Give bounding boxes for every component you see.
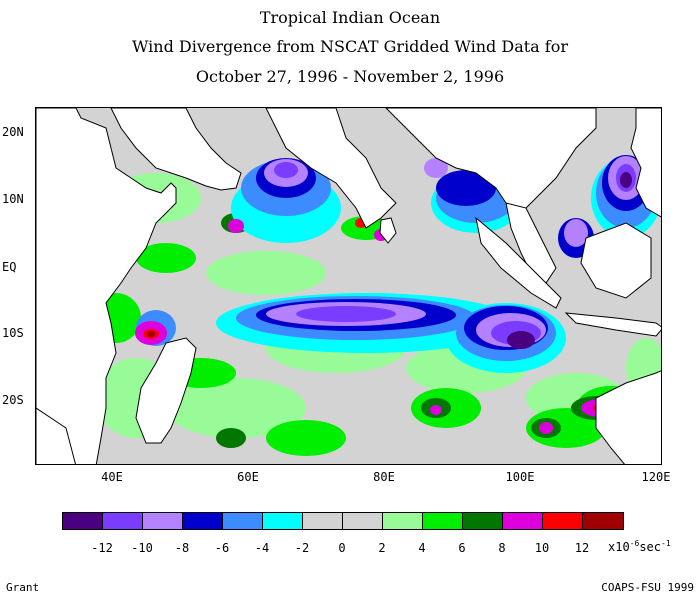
- arabia-landmass: [110, 108, 242, 191]
- colorbar-swatch-5: [263, 513, 303, 529]
- colorbar-tick-0: -12: [91, 541, 113, 555]
- colorbar-swatch-11: [503, 513, 543, 529]
- lon-label-80e: 80E: [373, 470, 395, 484]
- australia-landmass: [595, 370, 661, 464]
- colorbar-tick-9: 6: [458, 541, 466, 555]
- unit-exponent: -6: [629, 539, 640, 548]
- colorbar-unit: x10-6sec-1: [608, 539, 671, 554]
- colorbar-tick-2: -8: [174, 541, 190, 555]
- africa-landmass: [36, 108, 177, 464]
- colorbar-tick-3: -6: [214, 541, 230, 555]
- colorbar-swatch-8: [383, 513, 423, 529]
- colorbar-tick-11: 10: [534, 541, 550, 555]
- india-landmass: [265, 108, 397, 229]
- lat-label-eq: EQ: [2, 260, 17, 274]
- lon-label-40e: 40E: [101, 470, 123, 484]
- unit-exponent-2: -1: [661, 539, 671, 548]
- srilanka-landmass: [379, 217, 397, 244]
- colorbar-tick-5: -2: [294, 541, 310, 555]
- colorbar-swatch-4: [223, 513, 263, 529]
- lat-label-10n: 10N: [2, 192, 24, 206]
- colorbar-swatch-1: [103, 513, 143, 529]
- colorbar-swatch-2: [143, 513, 183, 529]
- colorbar-swatch-0: [63, 513, 103, 529]
- colorbar-swatch-3: [183, 513, 223, 529]
- colorbar: [62, 512, 624, 530]
- sumatra-landmass: [475, 216, 562, 309]
- borneo-landmass: [580, 222, 652, 299]
- colorbar-tick-7: 2: [378, 541, 386, 555]
- unit-prefix: x10: [608, 540, 630, 554]
- lat-label-20n: 20N: [2, 125, 24, 139]
- indochina-landmass: [505, 202, 557, 284]
- colorbar-swatch-13: [583, 513, 623, 529]
- madagascar-landmass: [135, 337, 197, 444]
- colorbar-tick-10: 8: [498, 541, 506, 555]
- unit-suffix: sec: [639, 540, 662, 554]
- colorbar-swatch-7: [343, 513, 383, 529]
- footer-author: Grant: [6, 581, 40, 594]
- title-line-3: October 27, 1996 - November 2, 1996: [195, 67, 505, 86]
- colorbar-tick-4: -4: [254, 541, 270, 555]
- colorbar-tick-1: -10: [131, 541, 153, 555]
- colorbar-tick-6: 0: [338, 541, 346, 555]
- colorbar-tick-8: 4: [418, 541, 426, 555]
- colorbar-swatch-12: [543, 513, 583, 529]
- divergence-map: [36, 108, 661, 464]
- philippines-landmass: [630, 108, 661, 218]
- colorbar-swatch-9: [423, 513, 463, 529]
- lon-label-120e: 120E: [641, 470, 671, 484]
- title-line-2: Wind Divergence from NSCAT Gridded Wind …: [131, 37, 568, 56]
- title-line-1: Tropical Indian Ocean: [259, 8, 441, 27]
- lon-label-60e: 60E: [237, 470, 259, 484]
- lon-label-100e: 100E: [505, 470, 535, 484]
- colorbar-swatch-6: [303, 513, 343, 529]
- map-frame: [35, 107, 662, 465]
- colorbar-swatch-10: [463, 513, 503, 529]
- colorbar-labels: -12 -10 -8 -6 -4 -2 0 2 4 6 8 10 12: [0, 541, 700, 557]
- lat-label-20s: 20S: [2, 393, 24, 407]
- java-landmass: [564, 312, 661, 337]
- lat-label-10s: 10S: [2, 326, 24, 340]
- land-masses: [36, 108, 661, 464]
- colorbar-tick-12: 12: [574, 541, 590, 555]
- footer-credit: COAPS-FSU 1999: [601, 581, 694, 594]
